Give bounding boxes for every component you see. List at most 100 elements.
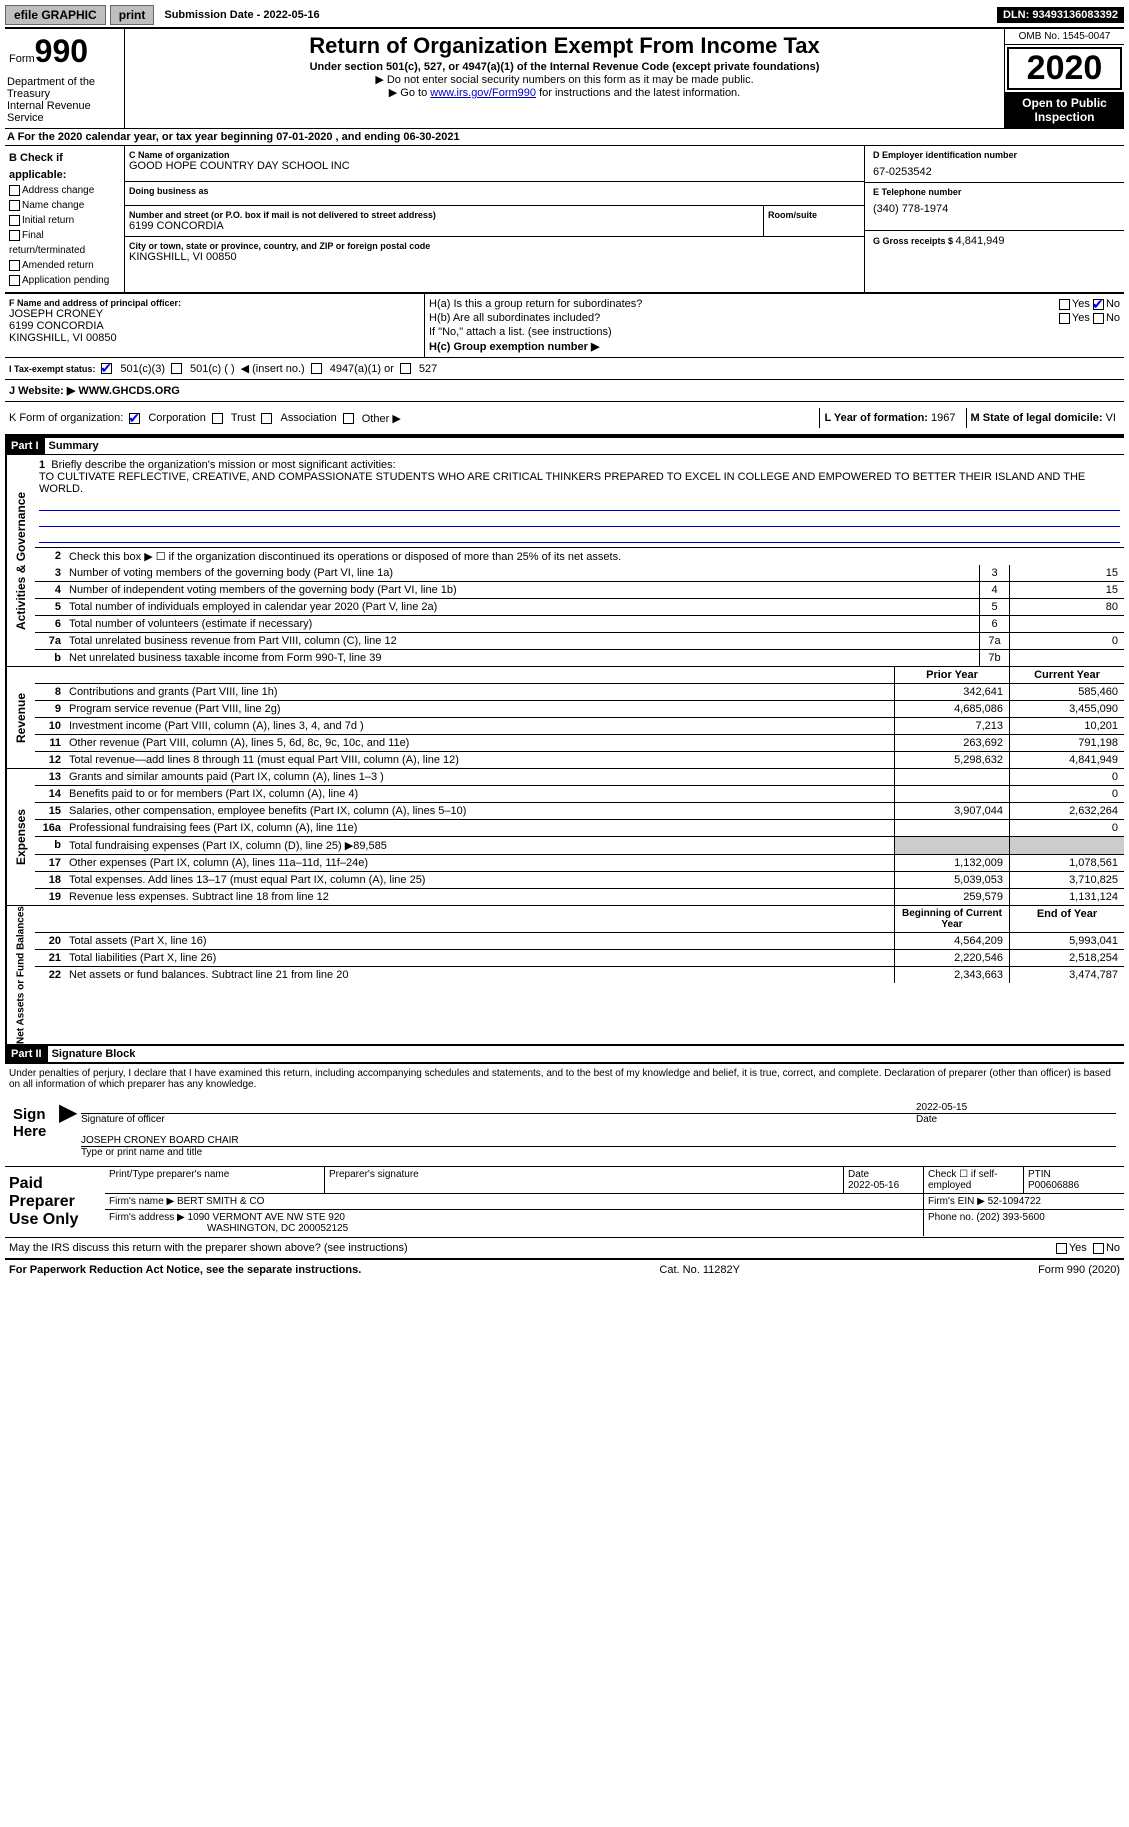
val6	[1009, 616, 1124, 632]
prior-year-header: Prior Year	[894, 667, 1009, 683]
ssn-notice: ▶ Do not enter social security numbers o…	[133, 73, 996, 86]
ha-yes-checkbox[interactable]	[1059, 299, 1070, 310]
discuss-yes-checkbox[interactable]	[1056, 1243, 1067, 1254]
discuss-no-checkbox[interactable]	[1093, 1243, 1104, 1254]
name-change-checkbox[interactable]	[9, 200, 20, 211]
goto-pre: ▶ Go to	[389, 87, 430, 99]
prep-date-label: Date	[848, 1169, 869, 1180]
assoc-checkbox[interactable]	[261, 413, 272, 424]
m-value: VI	[1106, 412, 1116, 424]
form-title: Return of Organization Exempt From Incom…	[133, 33, 996, 59]
website-label: J Website: ▶	[9, 385, 75, 397]
address-change-checkbox[interactable]	[9, 185, 20, 196]
print-preparer-label: Print/Type preparer's name	[109, 1169, 229, 1180]
corp-checkbox[interactable]	[129, 413, 140, 424]
print-button[interactable]: print	[110, 5, 155, 25]
ha-no-checkbox[interactable]	[1093, 299, 1104, 310]
firm-address: Firm's address ▶ 1090 VERMONT AVE NW STE…	[109, 1212, 345, 1223]
line20: Total assets (Part X, line 16)	[65, 933, 894, 949]
line19: Revenue less expenses. Subtract line 18 …	[65, 889, 894, 905]
line21: Total liabilities (Part X, line 26)	[65, 950, 894, 966]
l-label: L Year of formation:	[824, 412, 931, 424]
net-vlabel: Net Assets or Fund Balances	[5, 906, 35, 1044]
period-row: A For the 2020 calendar year, or tax yea…	[5, 128, 1124, 146]
preparer-sig-label: Preparer's signature	[329, 1169, 419, 1180]
ha-label: H(a) Is this a group return for subordin…	[429, 298, 642, 310]
tax-year: 2020	[1007, 47, 1122, 90]
ein-value: 67-0253542	[873, 166, 1116, 178]
section-b: B Check if applicable: Address change Na…	[5, 146, 125, 292]
gross-label: G Gross receipts $	[873, 236, 956, 246]
hb-yes-checkbox[interactable]	[1059, 313, 1070, 324]
irs-link[interactable]: www.irs.gov/Form990	[430, 87, 536, 99]
gross-value: 4,841,949	[956, 235, 1005, 247]
phone-label: E Telephone number	[873, 187, 1116, 197]
line16a: Professional fundraising fees (Part IX, …	[65, 820, 894, 836]
ptin-label: PTIN	[1028, 1169, 1051, 1180]
gov-vlabel: Activities & Governance	[5, 455, 35, 666]
i-label: I Tax-exempt status:	[9, 364, 95, 374]
form-footer: Form 990 (2020)	[1038, 1264, 1120, 1276]
line18: Total expenses. Add lines 13–17 (must eq…	[65, 872, 894, 888]
line7a: Total unrelated business revenue from Pa…	[65, 633, 979, 649]
form-number: 990	[35, 33, 88, 69]
efile-button[interactable]: efile GRAPHIC	[5, 5, 106, 25]
mission-label: Briefly describe the organization's miss…	[51, 459, 395, 471]
officer-street: 6199 CONCORDIA	[9, 320, 420, 332]
city-value: KINGSHILL, VI 00850	[129, 251, 860, 263]
mission-line	[39, 529, 1120, 543]
501c3-checkbox[interactable]	[101, 363, 112, 374]
penalty-text: Under penalties of perjury, I declare th…	[9, 1068, 1120, 1090]
mission-text: TO CULTIVATE REFLECTIVE, CREATIVE, AND C…	[39, 471, 1085, 495]
date-label: Date	[916, 1114, 1116, 1125]
hb-label: H(b) Are all subordinates included?	[429, 312, 600, 324]
form-header: Form990 Department of the Treasury Inter…	[5, 27, 1124, 128]
org-name: GOOD HOPE COUNTRY DAY SCHOOL INC	[129, 160, 860, 172]
val7b	[1009, 650, 1124, 666]
mission-line	[39, 497, 1120, 511]
firm-name: Firm's name ▶ BERT SMITH & CO	[105, 1194, 924, 1210]
hb-note: If "No," attach a list. (see instruction…	[429, 326, 1120, 338]
paperwork-notice: For Paperwork Reduction Act Notice, see …	[9, 1264, 361, 1276]
form-label: Form	[9, 53, 35, 65]
end-year-header: End of Year	[1009, 906, 1124, 932]
street-value: 6199 CONCORDIA	[129, 220, 759, 232]
pending-checkbox[interactable]	[9, 275, 20, 286]
other-checkbox[interactable]	[343, 413, 354, 424]
top-bar: efile GRAPHIC print Submission Date - 20…	[5, 5, 1124, 25]
firm-ein: Firm's EIN ▶ 52-1094722	[924, 1194, 1124, 1210]
part2-title: Signature Block	[48, 1048, 136, 1060]
hc-label: H(c) Group exemption number ▶	[429, 340, 1120, 353]
val7a: 0	[1009, 633, 1124, 649]
form-subtitle: Under section 501(c), 527, or 4947(a)(1)…	[133, 61, 996, 73]
527-checkbox[interactable]	[400, 363, 411, 374]
sig-officer-label: Signature of officer	[81, 1114, 916, 1125]
b-header: B Check if applicable:	[9, 150, 120, 183]
val4: 15	[1009, 582, 1124, 598]
firm-city: WASHINGTON, DC 200052125	[207, 1223, 348, 1234]
4947-checkbox[interactable]	[311, 363, 322, 374]
line13: Grants and similar amounts paid (Part IX…	[65, 769, 894, 785]
part2-header: Part II	[5, 1046, 48, 1062]
line15: Salaries, other compensation, employee b…	[65, 803, 894, 819]
org-name-label: C Name of organization	[129, 150, 860, 160]
dba-label: Doing business as	[129, 186, 860, 196]
line4: Number of independent voting members of …	[65, 582, 979, 598]
begin-year-header: Beginning of Current Year	[894, 906, 1009, 932]
initial-return-checkbox[interactable]	[9, 215, 20, 226]
rev-vlabel: Revenue	[5, 667, 35, 768]
line22: Net assets or fund balances. Subtract li…	[65, 967, 894, 983]
omb-number: OMB No. 1545-0047	[1005, 29, 1124, 45]
final-return-checkbox[interactable]	[9, 230, 20, 241]
line3: Number of voting members of the governin…	[65, 565, 979, 581]
ein-label: D Employer identification number	[873, 150, 1116, 160]
hb-no-checkbox[interactable]	[1093, 313, 1104, 324]
m-label: M State of legal domicile:	[971, 412, 1106, 424]
mission-num: 1	[39, 459, 45, 471]
amended-checkbox[interactable]	[9, 260, 20, 271]
sign-arrow-icon: ▶	[59, 1098, 77, 1162]
trust-checkbox[interactable]	[212, 413, 223, 424]
line8: Contributions and grants (Part VIII, lin…	[65, 684, 894, 700]
self-employed-check: Check ☐ if self-employed	[924, 1167, 1024, 1194]
501c-checkbox[interactable]	[171, 363, 182, 374]
